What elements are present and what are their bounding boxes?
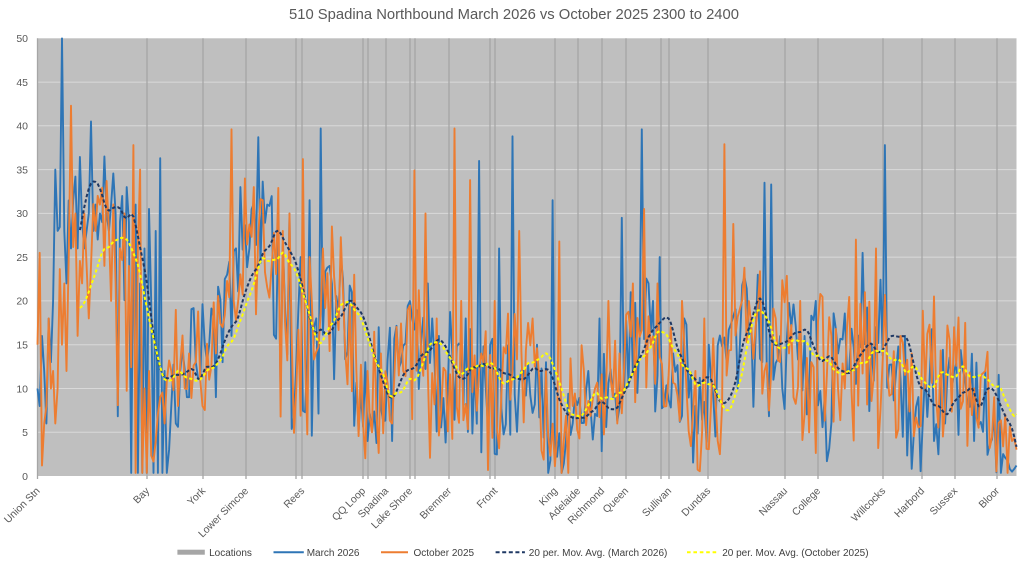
svg-text:30: 30 bbox=[16, 208, 28, 220]
svg-text:0: 0 bbox=[22, 471, 28, 483]
svg-text:25: 25 bbox=[16, 252, 28, 264]
svg-text:40: 40 bbox=[16, 121, 28, 133]
svg-text:50: 50 bbox=[16, 33, 28, 45]
svg-text:Locations: Locations bbox=[209, 548, 252, 559]
svg-text:October 2025: October 2025 bbox=[414, 548, 475, 559]
svg-text:20: 20 bbox=[16, 296, 28, 308]
svg-text:20 per. Mov. Avg. (March 2026): 20 per. Mov. Avg. (March 2026) bbox=[529, 548, 668, 559]
svg-text:10: 10 bbox=[16, 383, 28, 395]
svg-text:35: 35 bbox=[16, 164, 28, 176]
svg-text:15: 15 bbox=[16, 340, 28, 352]
svg-text:20 per. Mov. Avg. (October 202: 20 per. Mov. Avg. (October 2025) bbox=[722, 548, 868, 559]
svg-text:March 2026: March 2026 bbox=[307, 548, 360, 559]
svg-text:510 Spadina Northbound March 2: 510 Spadina Northbound March 2026 vs Oct… bbox=[289, 7, 739, 23]
svg-text:5: 5 bbox=[22, 427, 28, 439]
svg-text:45: 45 bbox=[16, 77, 28, 89]
